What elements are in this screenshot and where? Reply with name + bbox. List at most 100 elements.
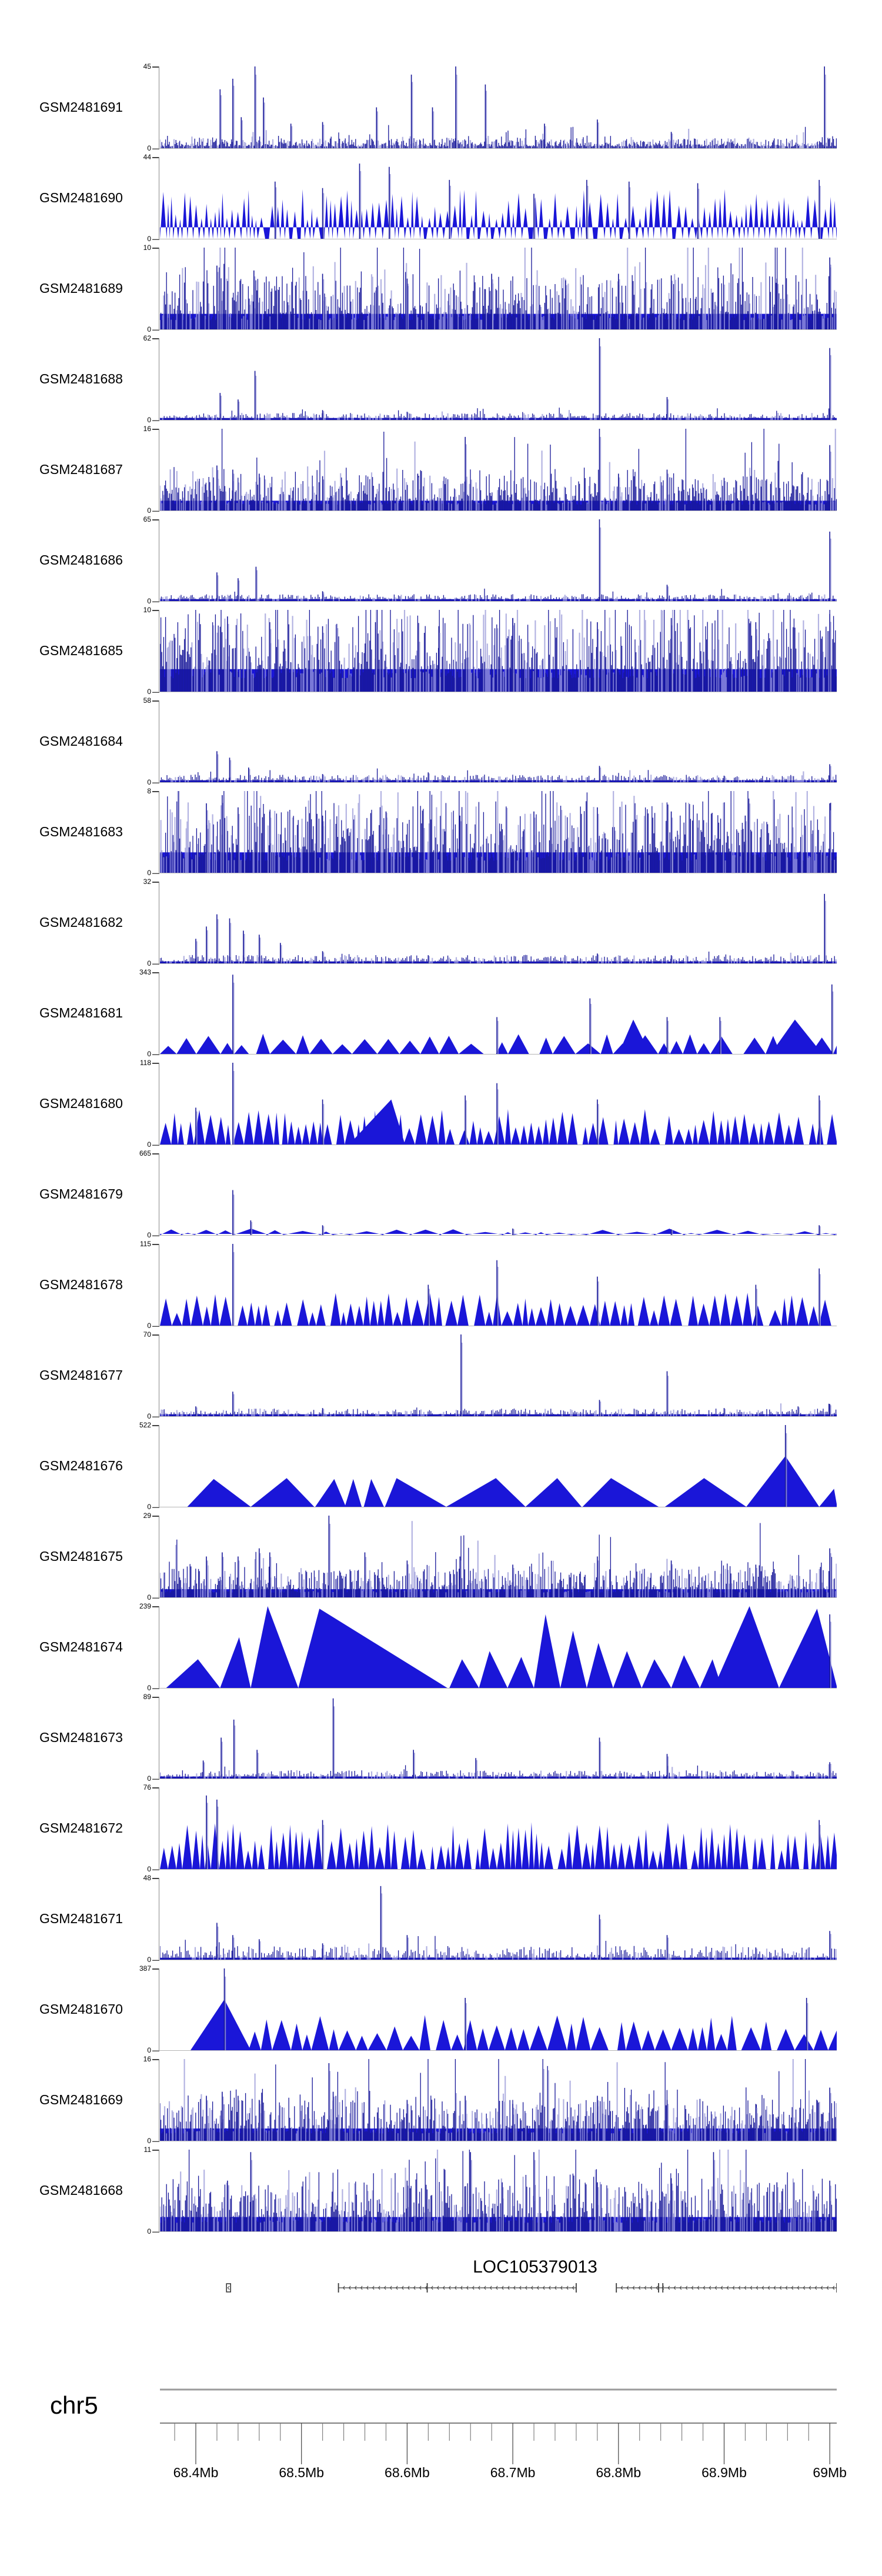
track-label: GSM2481672 <box>39 1820 123 1836</box>
gene-model-track <box>226 2283 837 2293</box>
track-label: GSM2481681 <box>39 1005 123 1020</box>
gene-name-label: LOC105379013 <box>473 2257 597 2277</box>
y-axis-line <box>158 1697 160 1778</box>
track-ymax-label: 32 <box>143 877 151 886</box>
track-label: GSM2481673 <box>39 1729 123 1745</box>
ruler-tick-label: 69Mb <box>813 2465 847 2480</box>
ruler-tick-label: 68.5Mb <box>279 2465 324 2480</box>
track-baseline <box>152 2231 837 2232</box>
y-axis-tick <box>152 2150 159 2151</box>
track-plot <box>160 163 837 239</box>
track-yzero-label: 0 <box>147 778 151 786</box>
track-plot <box>160 1244 831 1326</box>
track-ymax-label: 10 <box>143 606 151 614</box>
track-label: GSM2481674 <box>39 1639 123 1654</box>
track-baseline <box>152 329 837 330</box>
track-label: GSM2481683 <box>39 823 123 839</box>
track-yzero-label: 0 <box>147 597 151 605</box>
track-plot <box>187 1425 837 1507</box>
track-baseline <box>152 782 837 783</box>
y-axis-tick <box>152 1063 159 1064</box>
track-yzero-label: 0 <box>147 235 151 243</box>
track-plot <box>160 893 837 963</box>
ruler-tick-label: 68.9Mb <box>701 2465 747 2480</box>
y-axis-tick <box>152 1787 159 1788</box>
track-label: GSM2481686 <box>39 552 123 568</box>
y-axis-line <box>158 1787 160 1869</box>
y-axis-line <box>158 429 160 510</box>
track-plot <box>160 1190 837 1235</box>
track-label: GSM2481676 <box>39 1457 123 1473</box>
y-axis-line <box>158 972 160 1054</box>
track-label: GSM2481684 <box>39 733 123 749</box>
track-ymax-label: 239 <box>139 1602 151 1610</box>
ruler-tick-label: 68.8Mb <box>596 2465 641 2480</box>
track-baseline <box>152 1688 837 1689</box>
track-label: GSM2481685 <box>39 642 123 658</box>
track-yzero-label: 0 <box>147 1865 151 1873</box>
y-axis-line <box>158 2059 160 2141</box>
track-label: GSM2481680 <box>39 1095 123 1111</box>
track-ymax-label: 522 <box>139 1421 151 1429</box>
track-label: GSM2481675 <box>39 1548 123 1564</box>
track-ymax-label: 70 <box>143 1330 151 1339</box>
ruler-tick-label: 68.7Mb <box>490 2465 536 2480</box>
track-ymax-label: 58 <box>143 696 151 705</box>
track-ymax-label: 118 <box>139 1059 151 1067</box>
y-axis-tick <box>152 1153 159 1154</box>
track-yzero-label: 0 <box>147 1774 151 1783</box>
y-axis-tick <box>152 1244 159 1245</box>
y-axis-tick <box>152 1697 159 1698</box>
track-baseline <box>152 420 837 421</box>
track-ymax-label: 387 <box>139 1964 151 1973</box>
track-plot <box>160 1698 837 1778</box>
track-yzero-label: 0 <box>147 2137 151 2145</box>
track-label: GSM2481670 <box>39 2001 123 2017</box>
y-axis-tick <box>152 519 159 520</box>
track-yzero-label: 0 <box>147 416 151 424</box>
track-baseline <box>152 1416 837 1417</box>
track-plot <box>160 2150 837 2231</box>
track-yzero-label: 0 <box>147 1956 151 1964</box>
y-axis-tick <box>152 1516 159 1517</box>
y-axis-line <box>158 66 160 148</box>
y-axis-line <box>158 1968 160 2050</box>
track-label: GSM2481677 <box>39 1367 123 1383</box>
y-axis-tick <box>152 248 159 249</box>
y-axis-line <box>158 1334 160 1416</box>
y-axis-tick <box>152 1334 159 1336</box>
y-axis-tick <box>152 882 159 883</box>
y-axis-line <box>158 1425 160 1507</box>
track-yzero-label: 0 <box>147 2046 151 2054</box>
genome-ruler: 68.4Mb 68.5Mb 68.6Mb 68.7Mb 68.8Mb 68.9Mb 69Mb <box>160 2388 847 2480</box>
track-baseline <box>152 1235 837 1236</box>
track-plot <box>160 519 837 601</box>
track-yzero-label: 0 <box>147 1593 151 1601</box>
y-axis-line <box>158 1244 160 1326</box>
track-plot <box>160 429 837 510</box>
track-ymax-label: 10 <box>143 243 151 252</box>
y-axis-tick <box>152 2059 159 2060</box>
y-axis-line <box>158 338 160 420</box>
track-ymax-label: 665 <box>139 1149 151 1157</box>
y-axis-line <box>158 882 160 963</box>
chromosome-label: chr5 <box>50 2391 98 2419</box>
y-axis-line <box>158 1606 160 1688</box>
track-ymax-label: 29 <box>143 1511 151 1520</box>
y-axis-line <box>158 1878 160 1960</box>
track-plot <box>160 66 837 148</box>
y-axis-line <box>158 610 160 692</box>
track-yzero-label: 0 <box>147 144 151 152</box>
y-axis-line <box>158 2150 160 2231</box>
track-plot <box>160 1886 837 1960</box>
track-label: GSM2481679 <box>39 1186 123 1202</box>
y-axis-line <box>158 519 160 601</box>
track-plot <box>160 975 837 1054</box>
track-ymax-label: 16 <box>143 2055 151 2063</box>
track-ymax-label: 76 <box>143 1783 151 1791</box>
track-ymax-label: 89 <box>143 1693 151 1701</box>
track-baseline <box>152 601 837 602</box>
y-axis-tick <box>152 1606 159 1607</box>
y-axis-line <box>158 700 160 782</box>
